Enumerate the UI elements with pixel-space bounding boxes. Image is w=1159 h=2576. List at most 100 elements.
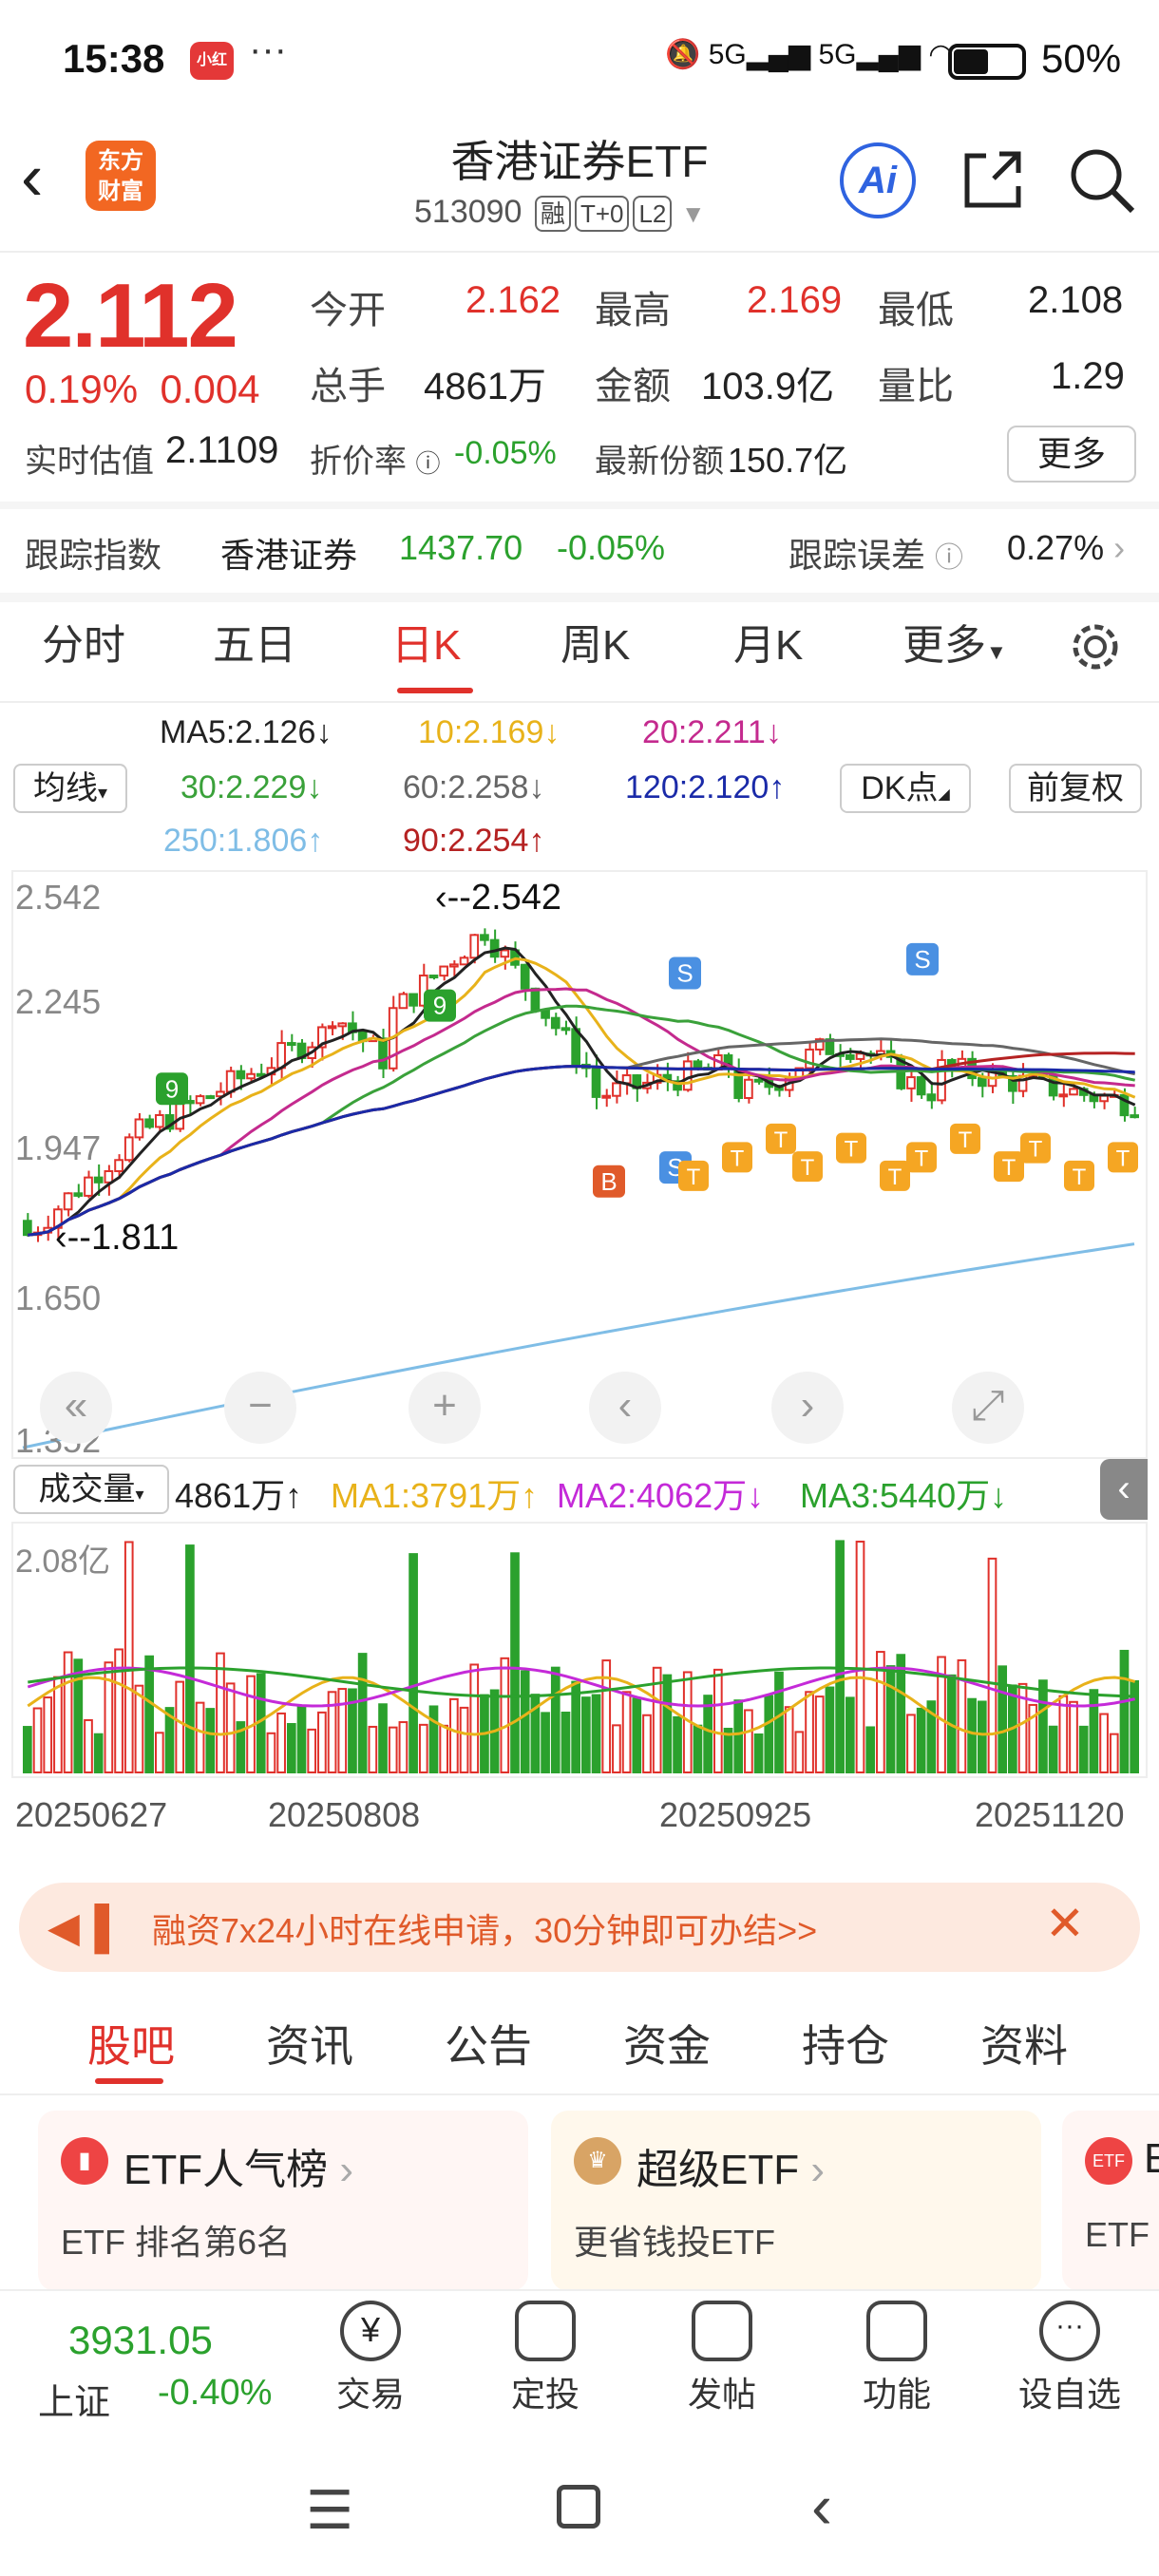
volume-bar bbox=[712, 1668, 723, 1773]
change-amount: 0.004 bbox=[160, 367, 260, 411]
tab-funds[interactable]: 资金 bbox=[623, 2021, 711, 2071]
tab-monthly-k[interactable]: 月K bbox=[733, 622, 804, 669]
more-button[interactable]: 更多 bbox=[1007, 426, 1136, 483]
tag-l2: L2 bbox=[633, 196, 673, 232]
dk-point-button[interactable]: DK点◢ bbox=[840, 764, 971, 813]
volume-bar bbox=[266, 1732, 276, 1774]
security-code: 513090 bbox=[414, 194, 522, 230]
card-title: E bbox=[1144, 2135, 1159, 2182]
search-icon[interactable] bbox=[1064, 142, 1140, 218]
candle bbox=[673, 1080, 682, 1091]
discount-label[interactable]: 折价率 ⓘ bbox=[310, 444, 441, 480]
tab-more[interactable]: 更多▼ bbox=[902, 622, 1007, 669]
volume-bar bbox=[296, 1705, 307, 1773]
volume-bar bbox=[581, 1696, 591, 1773]
index-name[interactable]: 上证 bbox=[38, 2383, 111, 2423]
invest-plan-button[interactable]: 定投 bbox=[488, 2301, 602, 2416]
volume-bar bbox=[571, 1680, 580, 1773]
rewind-icon[interactable]: « bbox=[40, 1372, 112, 1444]
ma10-legend: 10:2.169↓ bbox=[418, 714, 560, 750]
back-nav-icon[interactable]: ‹ bbox=[811, 2471, 832, 2541]
t-marker bbox=[792, 1151, 823, 1183]
volume-bar bbox=[276, 1712, 286, 1774]
back-button[interactable]: ‹ bbox=[21, 140, 44, 214]
t-marker-label: T bbox=[959, 1127, 973, 1153]
home-icon[interactable] bbox=[557, 2485, 600, 2529]
volume-bar bbox=[733, 1699, 744, 1773]
share-icon[interactable] bbox=[958, 144, 1028, 215]
post-button[interactable]: 发帖 bbox=[665, 2301, 779, 2416]
volume-bar bbox=[662, 1674, 673, 1773]
etf-card-partial[interactable]: ETF E ETF bbox=[1062, 2111, 1159, 2291]
volume-bar bbox=[124, 1541, 134, 1773]
amount-value: 103.9亿 bbox=[701, 366, 835, 407]
candle bbox=[225, 1070, 236, 1093]
volume-bar bbox=[1119, 1649, 1130, 1773]
index-pct[interactable]: -0.40% bbox=[158, 2373, 273, 2413]
caret-down-icon[interactable]: ▼ bbox=[680, 199, 706, 228]
volume-bar bbox=[885, 1665, 896, 1773]
app-logo: 东方 财富 bbox=[86, 141, 156, 211]
promo-banner[interactable]: ◀▐ 融资7x24小时在线申请，30分钟即可办结>> ✕ bbox=[19, 1883, 1140, 1972]
volume-bar bbox=[469, 1663, 480, 1774]
candle bbox=[1069, 1088, 1078, 1096]
add-watchlist-button[interactable]: ··· 设自选 bbox=[1013, 2301, 1127, 2416]
candle bbox=[591, 1067, 601, 1098]
zoom-out-icon[interactable]: − bbox=[224, 1372, 296, 1444]
candle bbox=[612, 1082, 621, 1097]
volume-value: 4861万 bbox=[424, 366, 546, 407]
tracking-index-row[interactable]: 跟踪指数 香港证券 1437.70 -0.05% 跟踪误差 ⓘ 0.27% › bbox=[0, 509, 1159, 591]
candle bbox=[428, 975, 439, 979]
super-etf-card[interactable]: ♛ 超级ETF › 更省钱投ETF bbox=[551, 2111, 1041, 2291]
volume-bar bbox=[216, 1652, 225, 1773]
settings-gear-icon[interactable] bbox=[1068, 619, 1123, 674]
tab-intraday[interactable]: 分时 bbox=[42, 622, 125, 669]
zoom-in-icon[interactable]: + bbox=[408, 1372, 481, 1444]
tab-weekly-k[interactable]: 周K bbox=[560, 622, 631, 669]
card-subtitle: 更省钱投ETF bbox=[574, 2223, 775, 2262]
app-notification-icon: 小红书 bbox=[190, 42, 234, 106]
ai-assistant-button[interactable]: Ai bbox=[840, 142, 916, 218]
chart-icon bbox=[515, 2301, 576, 2361]
volume-bar bbox=[642, 1714, 652, 1773]
candle bbox=[23, 1220, 32, 1237]
tab-news[interactable]: 资讯 bbox=[266, 2021, 353, 2071]
functions-button[interactable]: 功能 bbox=[840, 2301, 954, 2416]
menu-icon[interactable]: ☰ bbox=[306, 2480, 354, 2540]
track-error-label: 跟踪误差 ⓘ bbox=[788, 536, 964, 575]
etf-popularity-card[interactable]: ▮ ETF人气榜 › ETF 排名第6名 bbox=[38, 2111, 528, 2291]
index-value[interactable]: 3931.05 bbox=[68, 2318, 213, 2362]
collapse-panel-icon[interactable]: ‹ bbox=[1100, 1459, 1148, 1520]
tab-guba[interactable]: 股吧 bbox=[87, 2021, 175, 2071]
tab-daily-k[interactable]: 日K bbox=[391, 622, 462, 669]
volume-bar bbox=[926, 1700, 937, 1773]
close-icon[interactable]: ✕ bbox=[1045, 1897, 1085, 1950]
volume-bar bbox=[703, 1695, 712, 1773]
tab-holdings[interactable]: 持仓 bbox=[802, 2021, 889, 2071]
candle bbox=[1099, 1094, 1109, 1103]
tab-announcements[interactable]: 公告 bbox=[445, 2021, 532, 2071]
fullscreen-icon[interactable]: ⤢ bbox=[952, 1372, 1024, 1444]
candle bbox=[916, 1076, 926, 1096]
card-subtitle: ETF bbox=[1085, 2215, 1150, 2254]
caret-down-icon: ▼ bbox=[986, 640, 1007, 664]
tab-profile[interactable]: 资料 bbox=[980, 2021, 1068, 2071]
adjust-price-button[interactable]: 前复权 bbox=[1009, 764, 1142, 813]
candle bbox=[1130, 1114, 1139, 1119]
ma60-legend: 60:2.258↓ bbox=[403, 769, 545, 805]
trade-button[interactable]: ¥ 交易 bbox=[314, 2301, 428, 2416]
candle bbox=[378, 1037, 388, 1070]
volume-bar bbox=[550, 1666, 560, 1773]
high-annotation: ‹--2.542 bbox=[435, 878, 562, 918]
ma-toggle-button[interactable]: 均线▾ bbox=[13, 764, 127, 813]
scroll-right-icon[interactable]: › bbox=[771, 1372, 844, 1444]
candle bbox=[1048, 1074, 1058, 1097]
tab-5day[interactable]: 五日 bbox=[213, 622, 296, 669]
scroll-left-icon[interactable]: ‹ bbox=[589, 1372, 661, 1444]
candle bbox=[500, 949, 510, 958]
candle bbox=[195, 1095, 205, 1105]
indicator-select[interactable]: 成交量▾ bbox=[13, 1465, 169, 1514]
volume-chart[interactable] bbox=[11, 1522, 1148, 1778]
